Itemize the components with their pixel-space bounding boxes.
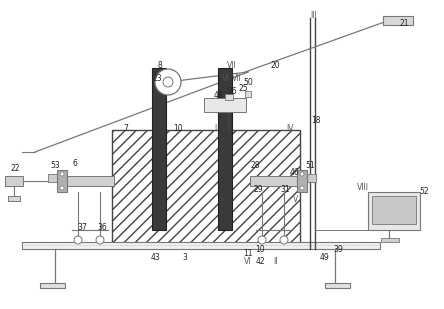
Text: 22: 22 (10, 163, 20, 172)
Bar (152, 68, 166, 230)
Text: 43: 43 (150, 253, 160, 263)
Text: 31: 31 (280, 185, 290, 194)
Circle shape (96, 236, 104, 244)
Text: 29: 29 (253, 185, 263, 194)
Text: II: II (273, 257, 277, 266)
Bar (325, 283, 350, 288)
Text: 50: 50 (243, 78, 253, 87)
Text: 10: 10 (173, 124, 183, 133)
Text: 11: 11 (243, 248, 253, 257)
Circle shape (300, 172, 304, 176)
Text: 8: 8 (158, 61, 163, 70)
Text: 25: 25 (238, 83, 248, 92)
Text: 52: 52 (419, 188, 429, 197)
Bar (372, 196, 416, 224)
Bar (112, 130, 300, 243)
Circle shape (258, 236, 266, 244)
Text: 23: 23 (152, 74, 162, 83)
Circle shape (300, 186, 304, 190)
Circle shape (74, 236, 82, 244)
Bar (307, 174, 316, 182)
Text: VII: VII (232, 74, 242, 83)
Text: 18: 18 (311, 116, 321, 125)
Bar (250, 176, 300, 186)
Text: VI: VI (222, 74, 230, 83)
Bar (381, 238, 399, 242)
Text: 39: 39 (333, 245, 343, 255)
Circle shape (155, 69, 181, 95)
Text: VII: VII (227, 61, 237, 70)
Text: 6: 6 (72, 159, 77, 167)
Bar (218, 68, 232, 230)
Circle shape (60, 172, 64, 176)
Text: 42: 42 (255, 257, 265, 266)
Text: 28: 28 (250, 160, 260, 170)
Text: IV: IV (286, 124, 294, 133)
Bar (40, 283, 65, 288)
Text: VIII: VIII (357, 184, 369, 193)
Bar (297, 170, 307, 192)
Text: V: V (293, 196, 299, 205)
Circle shape (60, 186, 64, 190)
Text: 36: 36 (97, 223, 107, 232)
Text: 21: 21 (399, 19, 409, 28)
Text: 7: 7 (123, 124, 128, 133)
Text: 48: 48 (213, 91, 223, 99)
Text: VI: VI (244, 257, 252, 266)
Bar (8, 196, 20, 201)
Bar (57, 170, 67, 192)
Text: 3: 3 (182, 253, 187, 263)
Bar (5, 176, 23, 186)
Text: 26: 26 (227, 87, 237, 95)
Bar (22, 242, 380, 249)
Bar (225, 94, 233, 100)
Text: III: III (311, 11, 317, 19)
Text: 53: 53 (50, 160, 60, 170)
Bar (245, 91, 251, 97)
Text: 10: 10 (255, 245, 265, 255)
Bar (383, 16, 413, 25)
Bar (64, 176, 114, 186)
Text: I: I (214, 124, 216, 133)
Text: 20: 20 (270, 61, 280, 70)
Bar (48, 174, 57, 182)
Circle shape (163, 77, 173, 87)
Text: 51: 51 (305, 160, 315, 170)
Bar (204, 98, 246, 112)
Text: 49: 49 (320, 253, 330, 263)
Bar (368, 192, 420, 230)
Circle shape (280, 236, 288, 244)
Text: 46: 46 (290, 167, 300, 176)
Text: 37: 37 (77, 223, 87, 232)
